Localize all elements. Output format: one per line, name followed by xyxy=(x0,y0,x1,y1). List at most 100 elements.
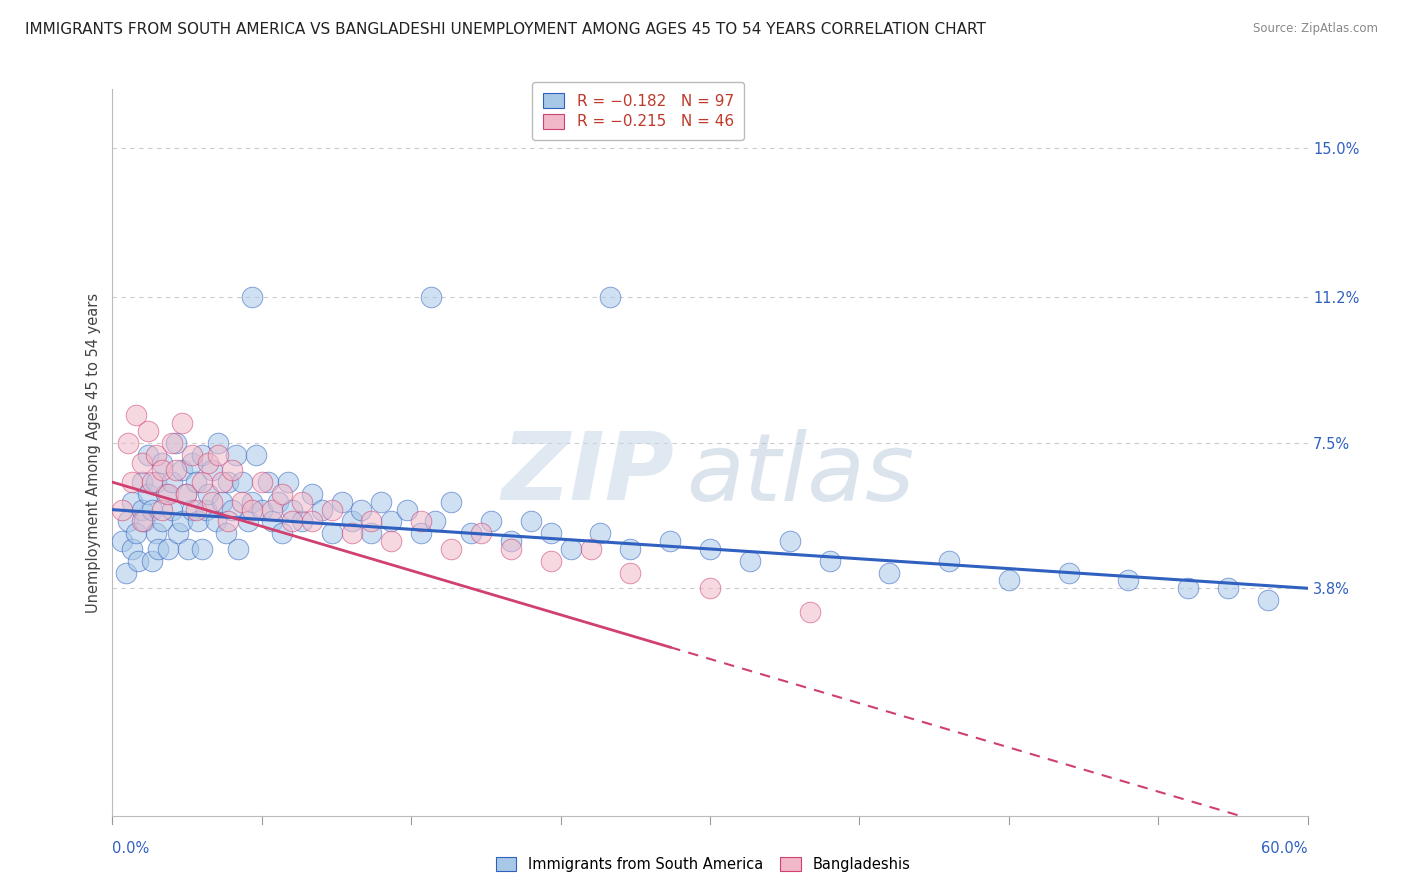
Point xyxy=(411,515,433,529)
Text: ZIP: ZIP xyxy=(502,428,675,521)
Point xyxy=(211,495,233,509)
Point xyxy=(134,515,156,529)
Point xyxy=(779,534,801,549)
Point xyxy=(425,515,447,529)
Point xyxy=(1257,593,1279,607)
Point xyxy=(281,515,304,529)
Point xyxy=(131,515,153,529)
Point xyxy=(215,526,238,541)
Point xyxy=(138,424,160,438)
Point xyxy=(1118,574,1140,588)
Point xyxy=(301,515,323,529)
Point xyxy=(231,475,253,490)
Legend: Immigrants from South America, Bangladeshis: Immigrants from South America, Banglades… xyxy=(489,851,917,878)
Point xyxy=(579,541,602,556)
Point xyxy=(211,475,233,490)
Point xyxy=(177,541,200,556)
Point xyxy=(321,526,343,541)
Point xyxy=(1216,581,1239,595)
Point xyxy=(162,502,183,516)
Point xyxy=(187,515,209,529)
Point xyxy=(520,515,543,529)
Point xyxy=(396,502,419,516)
Point xyxy=(157,487,180,501)
Point xyxy=(380,515,402,529)
Point xyxy=(267,495,290,509)
Point xyxy=(699,581,721,595)
Text: atlas: atlas xyxy=(686,429,914,520)
Point xyxy=(245,448,267,462)
Point xyxy=(121,475,143,490)
Point xyxy=(131,475,153,490)
Point xyxy=(111,502,134,516)
Point xyxy=(360,515,382,529)
Point xyxy=(540,526,562,541)
Point xyxy=(321,502,343,516)
Point xyxy=(131,456,153,470)
Point xyxy=(150,515,173,529)
Point xyxy=(186,502,208,516)
Text: 0.0%: 0.0% xyxy=(112,841,149,856)
Point xyxy=(240,290,263,304)
Point xyxy=(117,515,139,529)
Point xyxy=(121,495,143,509)
Point xyxy=(311,502,333,516)
Point xyxy=(380,534,402,549)
Point xyxy=(270,526,292,541)
Point xyxy=(420,290,443,304)
Point xyxy=(167,526,190,541)
Point xyxy=(225,448,247,462)
Point xyxy=(125,409,148,423)
Point xyxy=(131,502,153,516)
Point xyxy=(221,463,243,477)
Point xyxy=(370,495,392,509)
Point xyxy=(226,541,249,556)
Point xyxy=(162,475,183,490)
Point xyxy=(141,475,163,490)
Point xyxy=(174,487,197,501)
Point xyxy=(281,502,304,516)
Point xyxy=(499,534,522,549)
Point xyxy=(117,435,139,450)
Point xyxy=(217,515,239,529)
Point xyxy=(460,526,482,541)
Point xyxy=(172,463,194,477)
Point xyxy=(301,487,323,501)
Point xyxy=(250,475,273,490)
Point xyxy=(277,475,299,490)
Point xyxy=(879,566,901,580)
Point xyxy=(141,554,163,568)
Point xyxy=(181,448,204,462)
Point xyxy=(360,526,382,541)
Point xyxy=(619,566,641,580)
Point xyxy=(260,515,283,529)
Point xyxy=(165,435,187,450)
Point xyxy=(145,526,167,541)
Point xyxy=(125,526,148,541)
Point xyxy=(150,463,173,477)
Point xyxy=(111,534,134,549)
Point xyxy=(1057,566,1080,580)
Point xyxy=(240,495,263,509)
Point xyxy=(155,487,177,501)
Point xyxy=(150,456,173,470)
Point xyxy=(350,502,373,516)
Point xyxy=(162,435,183,450)
Point xyxy=(699,541,721,556)
Point xyxy=(145,475,167,490)
Point xyxy=(201,495,224,509)
Point xyxy=(291,515,314,529)
Point xyxy=(260,502,283,516)
Point xyxy=(145,448,167,462)
Point xyxy=(195,502,218,516)
Point xyxy=(270,487,292,501)
Point xyxy=(818,554,841,568)
Point xyxy=(250,502,273,516)
Point xyxy=(172,416,194,430)
Point xyxy=(998,574,1021,588)
Point xyxy=(174,487,197,501)
Point xyxy=(499,541,522,556)
Point xyxy=(340,515,363,529)
Point xyxy=(440,495,463,509)
Point xyxy=(440,541,463,556)
